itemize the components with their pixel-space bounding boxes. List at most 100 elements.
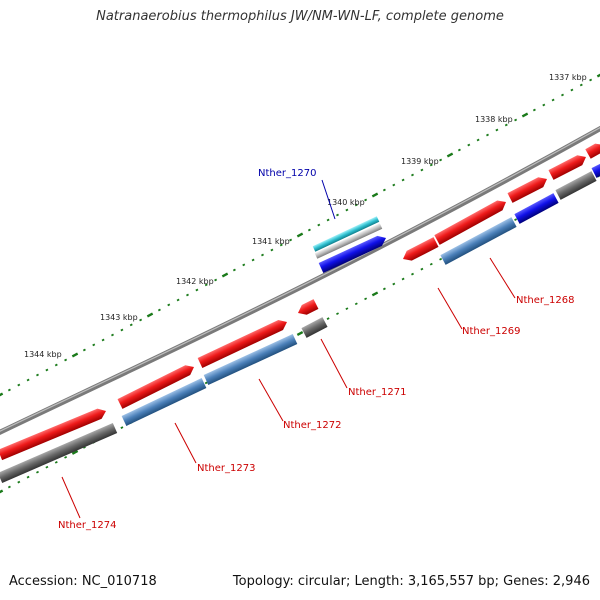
outer-tick-dot <box>561 93 564 97</box>
gene-features <box>0 143 600 484</box>
inner-tick-dot <box>296 331 304 336</box>
outer-tick-dot <box>261 253 264 257</box>
genome-backbone <box>0 125 600 435</box>
outer-tick-dot <box>279 243 283 247</box>
outer-tick-dot <box>157 308 161 312</box>
outer-tick-dot <box>382 188 386 192</box>
label-leader-line <box>437 287 463 330</box>
tick-label: 1338 kbp <box>475 115 513 124</box>
gene-feature <box>203 334 298 385</box>
outer-tick-dot <box>392 183 396 187</box>
outer-tick-dot <box>129 323 133 327</box>
outer-tick-dot <box>371 192 379 198</box>
outer-tick-dot <box>0 392 4 398</box>
label-leader-line <box>174 422 197 464</box>
tick-labels: 1337 kbp 1338 kbp 1339 kbp 1340 kbp 1341 kbp… <box>24 73 587 359</box>
outer-tick-dot <box>364 198 368 202</box>
outer-tick-dot <box>504 123 508 127</box>
gene-feature <box>318 235 386 273</box>
gene-label: Nther_1268 <box>516 295 574 306</box>
tick-label: 1339 kbp <box>401 157 439 166</box>
outer-tick-dot <box>17 383 21 387</box>
gene-feature <box>117 365 194 409</box>
gene-feature <box>0 422 118 484</box>
outer-tick-dot <box>336 213 339 217</box>
gene-feature <box>0 408 107 461</box>
inner-tick-dot <box>420 267 424 271</box>
outer-tick-dot <box>101 338 105 342</box>
outer-tick-dots <box>0 72 600 398</box>
inner-tick-dot <box>45 465 49 469</box>
tick-label: 1337 kbp <box>549 73 587 82</box>
outer-tick-dot <box>176 298 180 302</box>
outer-tick-dot <box>120 328 124 332</box>
gene-label: Nther_1274 <box>58 520 116 531</box>
outer-tick-dot <box>146 312 154 318</box>
outer-tick-dot <box>186 293 189 297</box>
gene-feature <box>555 171 597 200</box>
inner-tick-dot <box>371 291 379 297</box>
gene-feature <box>197 320 288 368</box>
inner-tick-dot <box>204 381 208 385</box>
outer-tick-dot <box>551 98 555 102</box>
inner-tick-dot <box>411 272 414 276</box>
gene-label: Nther_1269 <box>462 326 520 337</box>
inner-tick-dot <box>382 287 386 291</box>
inner-tick-dot <box>71 449 79 455</box>
inner-tick-dot <box>26 475 30 479</box>
outer-tick-dot <box>92 343 96 347</box>
outer-tick-dot <box>45 368 49 372</box>
gene-feature <box>585 143 600 159</box>
gene-feature <box>314 223 383 259</box>
outer-tick-dot <box>204 283 208 287</box>
label-leader-line <box>489 257 516 299</box>
outer-tick-dot <box>111 333 114 337</box>
outer-tick-dot <box>26 378 30 382</box>
gene-feature <box>301 317 328 338</box>
outer-tick-dot <box>270 248 274 252</box>
gene-label: Nther_1270 <box>258 168 316 179</box>
outer-tick-dot <box>486 133 489 137</box>
inner-tick-dot <box>0 489 4 495</box>
outer-tick-dot <box>495 128 499 132</box>
outer-tick-dot <box>429 163 433 167</box>
map-title: Natranaerobius thermophilus JW/NM-WN-LF,… <box>96 9 504 24</box>
outer-tick-dot <box>401 178 405 182</box>
outer-tick-dot <box>221 272 229 278</box>
gene-feature <box>514 193 559 224</box>
inner-tick-dot <box>336 312 339 316</box>
outer-tick-dot <box>296 232 304 238</box>
outer-tick-dot <box>7 388 11 392</box>
inner-tick-dot <box>17 480 21 484</box>
outer-tick-dot <box>317 223 321 227</box>
inner-tick-dot <box>345 307 349 311</box>
gene-feature <box>548 155 586 180</box>
outer-tick-dot <box>579 83 583 87</box>
outer-tick-dot <box>54 363 58 367</box>
outer-tick-dot <box>289 238 293 242</box>
tick-label: 1344 kbp <box>24 350 62 359</box>
label-leader-line <box>321 179 336 220</box>
outer-tick-dot <box>139 318 143 322</box>
gene-feature <box>507 177 548 203</box>
gene-label: Nther_1272 <box>283 420 341 431</box>
inner-tick-dot <box>64 455 68 459</box>
tick-label: 1340 kbp <box>327 198 365 207</box>
gene-feature <box>440 217 517 265</box>
label-leader-line <box>258 378 284 422</box>
outer-tick-dot <box>457 148 461 152</box>
inner-tick-dot <box>429 262 433 266</box>
gene-feature <box>591 163 600 178</box>
outer-tick-dot <box>570 88 574 92</box>
inner-tick-dot <box>7 485 11 489</box>
outer-tick-dot <box>307 228 311 232</box>
gene-labels: Nther_1270 Nther_1268 Nther_1269 Nther_1271… <box>58 168 574 531</box>
gene-feature <box>434 200 507 245</box>
outer-tick-dot <box>446 152 454 158</box>
inner-tick-dot <box>364 297 368 301</box>
outer-tick-dot <box>476 138 480 142</box>
inner-tick-dot <box>120 426 124 429</box>
gene-label: Nther_1273 <box>197 463 255 474</box>
accession-text: Accession: NC_010718 <box>9 574 157 589</box>
inner-tick-dot <box>392 282 396 286</box>
